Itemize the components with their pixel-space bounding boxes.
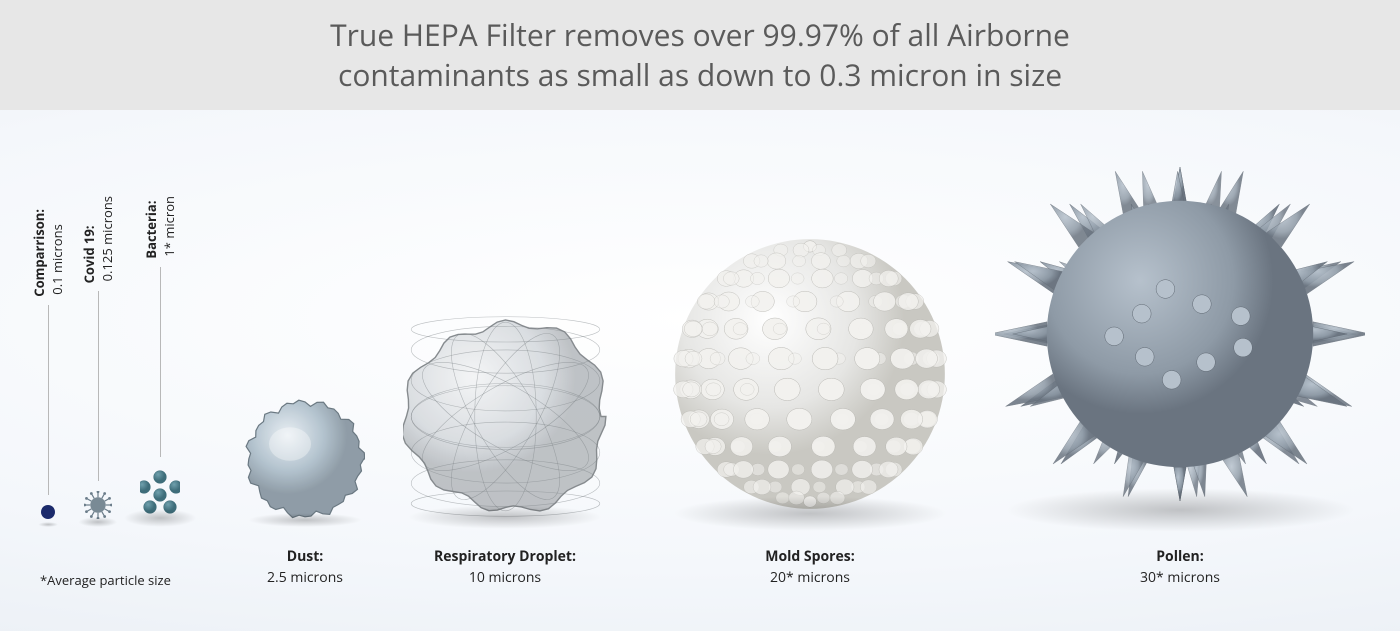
particle-size: 30* microns (1140, 568, 1220, 587)
small-particle-size: 0.1 microns (48, 209, 66, 295)
small-particle-label: Covid 19:0.125 microns (80, 196, 116, 283)
small-particle-label: Bacteria:1* micron (142, 196, 178, 259)
small-particle-glyph (78, 481, 118, 519)
large-particle: Dust: 2.5 microns (245, 399, 365, 519)
small-particle-name: Bacteria: (142, 201, 160, 259)
particle-size: 10 microns (434, 568, 576, 587)
particle-size: 2.5 microns (267, 568, 343, 587)
large-particle: Respiratory Droplet: 10 microns (403, 314, 608, 519)
small-particle-column: Comparrison:0.1 microns (28, 209, 68, 519)
small-particle-name: Comparrison: (30, 209, 48, 297)
particle-graphic (995, 149, 1365, 519)
small-particle-size: 1* micron (160, 196, 178, 257)
particle-caption: Mold Spores: 20* microns (765, 547, 854, 587)
small-particle-column: Covid 19:0.125 microns (78, 196, 118, 519)
particle-graphic (403, 314, 608, 519)
guide-line (98, 291, 99, 481)
header-text: True HEPA Filter removes over 99.97% of … (250, 15, 1150, 96)
guide-line (48, 305, 49, 495)
particle-caption: Respiratory Droplet: 10 microns (434, 547, 576, 587)
large-particle: Mold Spores: 20* microns (665, 229, 955, 519)
particle-shadow (672, 496, 948, 531)
comparison-stage: Comparrison:0.1 microns Covid 19:0.125 m… (0, 110, 1400, 631)
particle-graphic (245, 399, 365, 519)
particle-shadow (1004, 488, 1356, 532)
guide-line (160, 267, 161, 457)
header-banner: True HEPA Filter removes over 99.97% of … (0, 0, 1400, 110)
particle-name: Pollen: (1140, 547, 1220, 566)
particle-size: 20* microns (765, 568, 854, 587)
particle-name: Respiratory Droplet: (434, 547, 576, 566)
particle-name: Mold Spores: (765, 547, 854, 566)
particle-graphic (665, 229, 955, 519)
small-particle-size: 0.125 microns (98, 196, 116, 281)
particle-shadow (248, 513, 362, 527)
small-particle-label: Comparrison:0.1 microns (30, 209, 66, 297)
particle-caption: Pollen: 30* microns (1140, 547, 1220, 587)
small-particle-glyph (140, 457, 180, 519)
small-particle-glyph (28, 495, 68, 519)
particle-name: Dust: (267, 547, 343, 566)
particle-caption: Dust: 2.5 microns (267, 547, 343, 587)
small-particle-name: Covid 19: (80, 225, 98, 283)
large-particle: Pollen: 30* microns (995, 149, 1365, 519)
particle-shadow (408, 505, 603, 530)
small-particle-column: Bacteria:1* micron (140, 196, 180, 519)
footnote: *Average particle size (40, 571, 171, 589)
